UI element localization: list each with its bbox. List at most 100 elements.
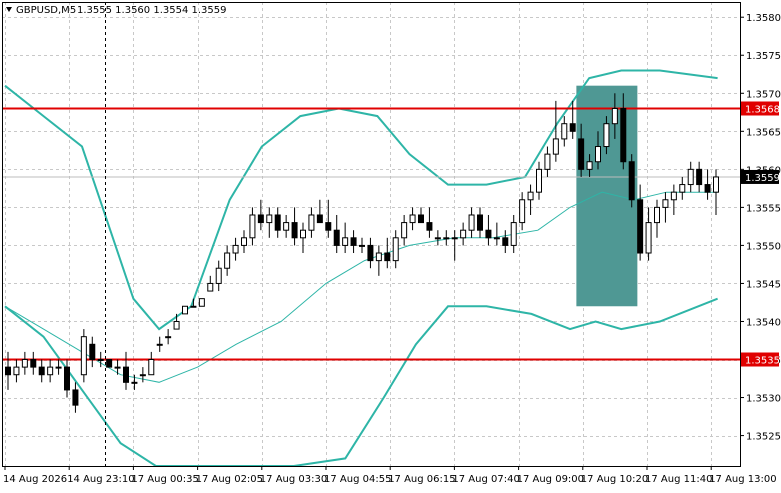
candle-0 [5,351,11,390]
dropdown-triangle-icon [6,7,12,12]
candle-50 [426,207,433,238]
x-tick-label-0: 14 Aug 2026 [3,474,67,485]
candle-body-bear [123,366,129,383]
candle-28 [241,230,247,254]
candle-44 [375,245,382,276]
candle-body-bull [392,237,399,262]
x-tick-label-10: 17 Aug 11:40 [645,474,712,485]
candle-body-bull [662,199,669,208]
x-tick-label-1: 14 Aug 23:10 [67,474,134,485]
x-tick-label-5: 17 Aug 04:55 [324,474,391,485]
candle-13 [114,359,121,375]
ohlc-values: 1.3555 1.3560 1.3554 1.3559 [77,5,227,16]
level-price-label-0: 1.3568 [745,104,780,115]
candle-body-bear [333,229,340,246]
candle-body-bear [325,222,332,231]
candle-70 [595,131,601,170]
bollinger-middle-line [4,191,718,383]
candle-5 [47,359,54,383]
level-price-label-0-bg [741,101,779,116]
candle-27 [232,237,239,261]
candle-body-bear [704,184,711,193]
candle-body-bull [47,366,54,376]
candle-57 [485,214,492,246]
chart-header: GBPUSD,M5 1.3555 1.3560 1.3554 1.3559 [6,5,227,16]
candle-79 [670,184,677,215]
x-tick-label-8: 17 Aug 09:00 [517,474,584,485]
candle-2 [21,351,28,375]
y-tick-label-10: 1.3530 [746,394,781,405]
candle-body-bear [418,214,424,224]
candle-body-bear [316,214,323,224]
candle-48 [409,207,416,231]
candle-body-bear [5,366,11,376]
candle-body-bear [502,237,509,246]
candle-body-bull [97,359,104,362]
candle-body-bull [552,138,559,155]
candle-32 [274,207,281,238]
candle-body-bear [291,222,298,239]
candle-31 [266,207,273,238]
candle-76 [645,207,652,261]
candle-41 [350,230,357,254]
candle-39 [333,214,340,254]
candle-body-bull [527,191,534,201]
candle-body-bear [106,359,113,368]
candle-46 [392,230,399,269]
candle-45 [384,237,391,269]
candle-68 [578,123,585,177]
candle-8 [72,382,79,413]
axes [2,2,741,467]
level-price-label-1: 1.3535 [745,356,780,367]
candle-body-bear [477,214,483,231]
candle-body-bear [696,168,703,186]
candle-63 [536,161,542,200]
candle-9 [80,329,87,383]
candle-80 [679,176,686,200]
candle-16 [139,367,146,383]
candle-4 [38,359,45,383]
candle-body-bull [131,381,138,384]
candle-body-bull [165,336,172,339]
plot-border [2,2,741,467]
y-tick-label-7: 1.3545 [746,279,781,290]
candle-body-bull [173,320,180,330]
candle-body-bear [350,237,357,246]
candle-body-bull [308,214,315,231]
candle-34 [291,207,298,246]
candle-body-bull [300,229,306,239]
price-labels: 1.3568 1.3535 1.3559 [741,101,780,367]
candle-1 [13,359,20,383]
candle-81 [687,161,694,193]
candle-body-bull [114,366,121,369]
candle-body-bear [64,366,70,391]
candle-body-bear [274,214,281,231]
bollinger-lower-line [4,297,718,467]
candle-body-bull [224,252,231,269]
candle-17 [148,351,155,376]
candle-74 [628,154,635,208]
candle-29 [249,207,256,246]
candle-body-bull [266,214,273,224]
candle-body-bull [443,237,450,240]
candle-36 [308,207,315,238]
candle-37 [316,199,323,224]
x-tick-label-2: 17 Aug 00:35 [131,474,198,485]
candle-49 [418,207,424,224]
candle-73 [620,93,627,170]
candle-body-bull [679,184,686,193]
candle-body-bear [485,229,492,239]
candle-body-bull [182,305,188,315]
candle-body-bull [460,229,467,239]
candle-21 [182,305,188,315]
candle-14 [123,351,129,390]
candle-body-bull [451,237,458,240]
candle-83 [704,169,711,200]
candle-body-bull [198,298,205,307]
candle-33 [283,214,290,238]
y-tick-label-1: 1.3575 [746,51,781,62]
candle-55 [468,207,475,238]
